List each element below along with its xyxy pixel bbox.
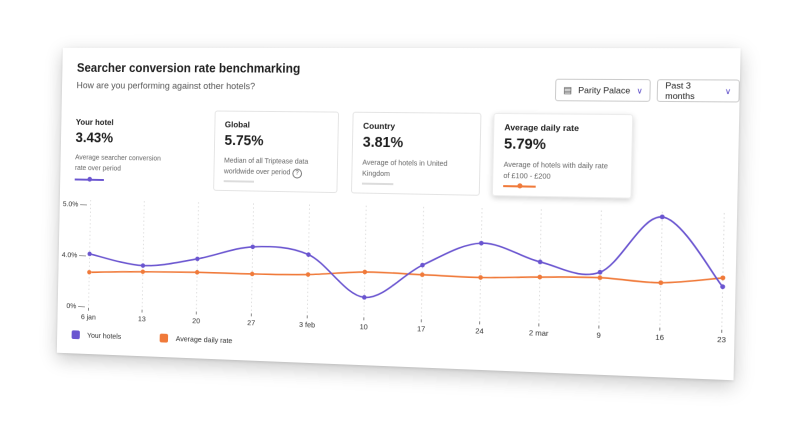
- x-tick-label: 13: [138, 314, 146, 323]
- stat-average-daily-rate[interactable]: Average daily rate 5.79% Average of hote…: [492, 113, 633, 199]
- stat-your-hotel[interactable]: Your hotel 3.43% Average searcher conver…: [75, 109, 196, 190]
- data-point-average-daily-rate: [141, 269, 145, 274]
- y-tick-label: 5.0% —: [63, 199, 88, 208]
- legend-label: Average daily rate: [176, 334, 233, 345]
- stat-description: Average searcher conversion rate over per…: [75, 152, 186, 175]
- data-point-average-daily-rate: [250, 272, 254, 277]
- legend-swatch-purple: [72, 330, 80, 339]
- data-point-average-daily-rate: [597, 275, 602, 280]
- data-point-average-daily-rate: [537, 275, 542, 280]
- x-tick-label: 27: [247, 318, 255, 327]
- stat-label: Country: [363, 121, 470, 132]
- data-point-your-hotels: [479, 241, 484, 246]
- conversion-line-chart: 0% — 4.0% — 5.0% — 6 jan 13 20 27 3 feb 10 17 24 2 …: [57, 192, 737, 351]
- chart-legend: Your hotels Average daily rate: [72, 330, 233, 345]
- data-point-your-hotels: [538, 260, 543, 265]
- stat-description: Average of hotels in United Kingdom: [362, 157, 469, 181]
- data-point-your-hotels: [362, 295, 367, 300]
- x-tick-label: 24: [475, 326, 484, 335]
- stat-description: Median of all Triptease data worldwide ov…: [224, 155, 328, 179]
- card-title: Searcher conversion rate benchmarking: [77, 61, 301, 75]
- legend-item-your-hotels[interactable]: Your hotels: [72, 330, 122, 341]
- help-icon[interactable]: ?: [292, 169, 302, 179]
- x-tick-label: 3 feb: [299, 320, 315, 330]
- card-subtitle: How are you performing against other hot…: [76, 80, 255, 92]
- legend-swatch-orange: [160, 334, 169, 343]
- data-point-average-daily-rate: [658, 280, 663, 285]
- gridline: [480, 208, 482, 319]
- data-point-your-hotels: [598, 270, 603, 275]
- stat-global[interactable]: Global 5.75% Median of all Triptease dat…: [213, 111, 339, 194]
- data-point-your-hotels: [141, 263, 145, 268]
- data-point-average-daily-rate: [363, 270, 368, 275]
- chevron-down-icon: ∨: [725, 86, 731, 95]
- y-tick-label: 0% —: [66, 301, 85, 310]
- gridline: [660, 212, 662, 326]
- stat-description: Average of hotels with daily rate of £100…: [503, 159, 621, 183]
- data-point-your-hotels: [195, 257, 199, 262]
- x-tick-label: 6 jan: [81, 312, 96, 321]
- gridline: [307, 204, 309, 313]
- period-select[interactable]: Past 3 months ∨: [657, 79, 740, 102]
- gridline: [142, 201, 144, 308]
- x-tick-label: 17: [417, 324, 425, 333]
- gridline: [539, 209, 541, 321]
- stat-value: 5.79%: [504, 136, 621, 154]
- x-tick-label: 10: [360, 322, 368, 331]
- data-point-average-daily-rate: [720, 275, 725, 280]
- stat-label: Global: [225, 119, 328, 130]
- stat-label: Your hotel: [76, 117, 187, 128]
- stat-value: 3.43%: [75, 130, 186, 147]
- series-line-your-hotels: [89, 205, 724, 309]
- benchmark-card: Searcher conversion rate benchmarking Ho…: [57, 48, 741, 380]
- x-tick-label: 23: [717, 335, 726, 345]
- x-tick-label: 16: [655, 333, 664, 343]
- hotel-icon: ▤: [563, 84, 572, 95]
- x-tick-label: 9: [596, 330, 601, 339]
- stat-country[interactable]: Country 3.81% Average of hotels in Unite…: [351, 112, 481, 196]
- hotel-select[interactable]: ▤ Parity Palace ∨: [555, 79, 651, 102]
- legend-label: Your hotels: [87, 331, 121, 341]
- data-point-average-daily-rate: [478, 275, 483, 280]
- x-tick-label: 2 mar: [529, 328, 549, 338]
- data-point-your-hotels: [660, 215, 665, 220]
- data-point-your-hotels: [87, 252, 91, 257]
- y-tick-label: 4.0% —: [62, 250, 87, 259]
- stat-label: Average daily rate: [504, 122, 621, 133]
- series-swatch-grey: [362, 183, 393, 186]
- gridline: [599, 210, 601, 323]
- data-point-average-daily-rate: [306, 272, 311, 277]
- gridline: [251, 203, 253, 311]
- data-point-average-daily-rate: [420, 272, 425, 277]
- chevron-down-icon: ∨: [636, 86, 642, 95]
- series-swatch-grey: [224, 180, 254, 182]
- data-point-average-daily-rate: [195, 270, 199, 275]
- stat-value: 5.75%: [224, 133, 328, 150]
- data-point-your-hotels: [251, 245, 255, 250]
- hotel-select-label: Parity Palace: [578, 85, 630, 96]
- data-point-average-daily-rate: [87, 270, 91, 275]
- legend-item-average-daily-rate[interactable]: Average daily rate: [160, 334, 233, 346]
- gridline: [196, 202, 198, 309]
- gridline: [722, 213, 724, 328]
- x-tick-label: 20: [192, 316, 200, 325]
- series-swatch-orange: [503, 185, 536, 188]
- gridline: [421, 207, 423, 317]
- period-select-label: Past 3 months: [665, 80, 719, 101]
- stat-value: 3.81%: [363, 135, 470, 152]
- series-swatch-purple: [75, 179, 104, 181]
